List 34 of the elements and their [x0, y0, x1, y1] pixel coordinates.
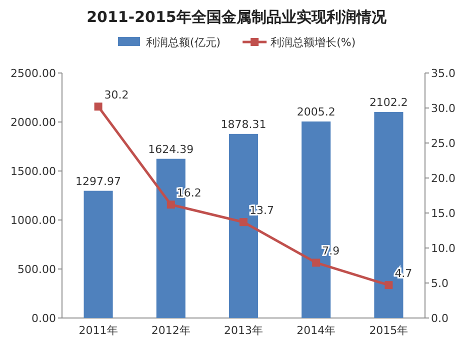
y2-tick-label: 15.0 [431, 207, 456, 220]
y2-tick-label: 35.0 [431, 67, 456, 80]
point [240, 218, 248, 226]
y2-tick-label: 10.0 [431, 242, 456, 255]
x-tick-label: 2015年 [369, 324, 408, 337]
y-tick-label: 1000.00 [10, 214, 56, 227]
data-label: 2102.2 [369, 96, 408, 109]
point [166, 200, 175, 209]
legend-label: 利润总额(亿元) [146, 36, 221, 49]
y2-tick-label: 25.0 [431, 137, 456, 150]
data-label: 1297.97 [76, 174, 122, 188]
x-tick-label: 2011年 [78, 324, 118, 337]
point [312, 258, 320, 267]
y2-tick-label: 5.0 [431, 277, 448, 290]
data-label: 1878.31 [220, 118, 266, 131]
data-label: 30.2 [104, 88, 129, 102]
x-tick-label: 2013年 [224, 324, 263, 337]
y2-tick-label: 0.0 [431, 312, 448, 325]
x-tick-label: 2012年 [151, 324, 190, 337]
x-tick-label: 2014年 [296, 324, 336, 337]
chart-title: 2011-2015年全国金属制品业实现利润情况 [86, 8, 388, 26]
y-tick-label: 1500.00 [10, 165, 56, 178]
point [384, 281, 393, 290]
y2-tick-label: 20.0 [431, 172, 456, 185]
y-tick-label: 2000.00 [10, 116, 56, 129]
point [94, 102, 102, 111]
y2-tick-label: 30.0 [431, 102, 456, 115]
y-tick-label: 500.00 [18, 263, 56, 276]
y-tick-label: 0.00 [32, 312, 56, 325]
data-label: 1624.39 [148, 142, 194, 156]
bar [84, 190, 113, 318]
y-tick-label: 2500.00 [10, 67, 56, 80]
legend-label: 利润总额增长(%) [270, 36, 356, 49]
data-label: 2005.2 [296, 105, 336, 118]
